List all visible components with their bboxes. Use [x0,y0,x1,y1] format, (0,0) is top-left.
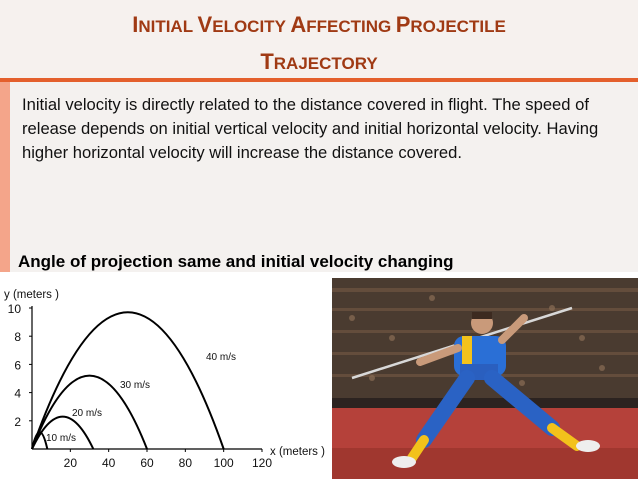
content-area [10,82,638,272]
title-word: VELOCITY [197,12,286,37]
y-tick-label: 10 [8,302,22,316]
trajectory-chart: 2 4 6 8 10 20 40 60 80 100 120 y (meters ) x (meters… [0,278,332,479]
title-line-2: TRAJECTORY [0,45,638,82]
trajectory-curve [31,311,225,450]
x-tick-label: 60 [140,456,154,470]
title-underline [0,78,638,82]
trajectory-curve [31,374,148,450]
title-line-1: INITIAL VELOCITY AFFECTING PROJECTILE [0,8,638,45]
trajectory-curve [31,415,95,450]
y-tick-label: 6 [14,358,21,372]
series-label: 20 m/s [72,408,102,419]
y-tick-label: 2 [14,415,21,429]
title-word: AFFECTING [290,12,392,37]
series-label: 40 m/s [206,352,236,363]
x-tick-label: 20 [64,456,78,470]
title-word: PROJECTILE [395,12,506,37]
y-tick-label: 8 [14,330,21,344]
subheading: Angle of projection same and initial vel… [18,252,454,271]
y-tick-label: 4 [14,387,21,401]
x-tick-label: 120 [252,456,272,470]
javelin-thrower-photo [332,278,638,479]
slide-title: INITIAL VELOCITY AFFECTING PROJECTILE TR… [0,8,638,82]
chart-background [0,278,332,479]
body-paragraph: Initial velocity is directly related to … [22,95,599,162]
title-word: INITIAL [132,12,194,37]
x-axis-label: x (meters ) [270,446,325,458]
title-band [0,0,638,78]
y-axis-label: y (meters ) [4,289,59,301]
x-tick-label: 40 [102,456,116,470]
x-tick-label: 100 [214,456,234,470]
side-accent-bar [0,82,10,272]
series-label: 10 m/s [46,433,76,444]
x-tick-label: 80 [179,456,193,470]
title-word: TRAJECTORY [260,49,378,74]
series-label: 30 m/s [120,380,150,391]
